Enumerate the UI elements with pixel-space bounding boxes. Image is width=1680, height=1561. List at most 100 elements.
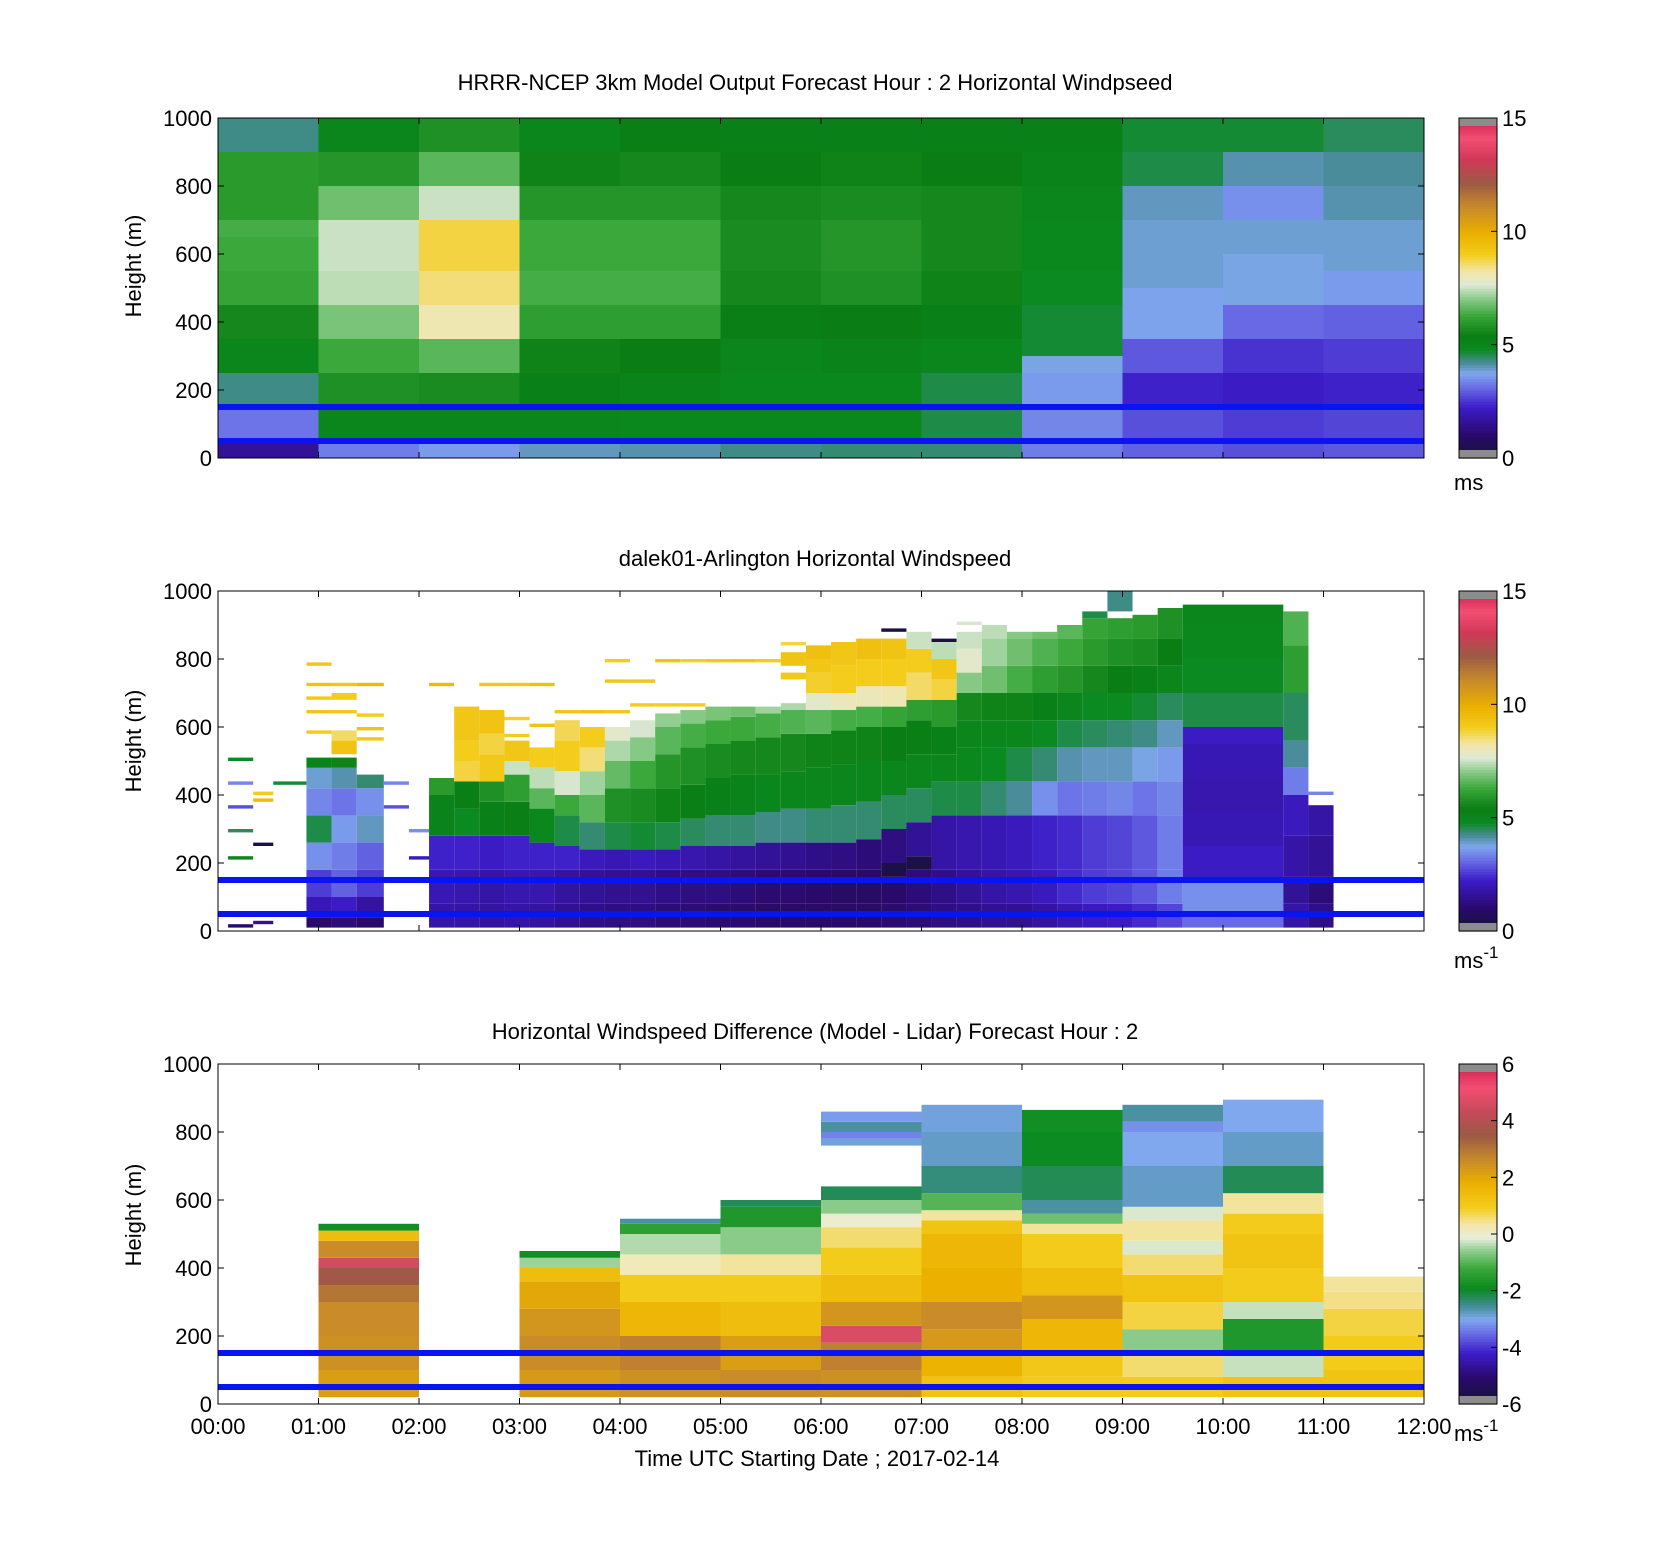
heatmap-cell [1032,815,1058,870]
heatmap-cell [519,1308,620,1336]
heatmap-cell [856,727,882,761]
colorbar-step [1459,1234,1497,1238]
x-tick-label: 05:00 [693,1414,748,1439]
heatmap-cell [831,642,857,666]
colorbar-step [1459,381,1497,385]
heatmap-cell [273,781,307,785]
colorbar-step [1459,290,1497,295]
heatmap-cell [356,815,384,843]
colorbar-step [1459,276,1497,281]
heatmap-cell [906,754,932,789]
colorbar-step [1459,1086,1497,1091]
heatmap-cell [331,788,357,816]
heatmap-cell [419,373,520,407]
colorbar-overflow-cap [1459,118,1497,126]
colorbar-step [1459,375,1497,380]
panel-title: HRRR-NCEP 3km Model Output Forecast Hour… [458,70,1173,95]
colorbar-step [1459,916,1497,921]
colorbar-step [1459,1222,1497,1227]
heatmap-cell [981,665,1007,693]
heatmap-cell [356,682,384,687]
colorbar-step [1459,137,1497,142]
y-tick-label: 600 [175,242,212,267]
colorbar-step [1459,868,1497,873]
heatmap-cell [419,305,520,339]
heatmap-cell [780,642,806,646]
heatmap-cell [1283,693,1309,741]
colorbar-step [1459,792,1497,796]
heatmap-cell [519,220,620,271]
colorbar-step [1459,373,1497,377]
colorbar-step [1459,610,1497,615]
colorbar-step [1459,186,1497,190]
colorbar-step [1459,409,1497,414]
colorbar-step [1459,299,1497,303]
colorbar-step [1459,1290,1497,1295]
heatmap-cell [1022,373,1123,407]
colorbar-step [1459,1302,1497,1306]
colorbar-step [1459,441,1497,445]
heatmap-cell [504,716,530,721]
colorbar-step [1459,1078,1497,1082]
colorbar-step [1459,695,1497,700]
colorbar-step [1459,1163,1497,1167]
colorbar-step [1459,398,1497,402]
colorbar-step [1459,1081,1497,1085]
heatmap-cell [1057,869,1083,904]
heatmap-cell [1107,815,1133,870]
heatmap-cell [630,720,656,738]
colorbar-step [1459,1177,1497,1181]
heatmap-cell [356,737,384,741]
y-tick-label: 600 [175,715,212,740]
heatmap-cell [856,839,882,870]
heatmap-cell [705,659,731,663]
colorbar-step [1459,698,1497,703]
colorbar-step [1459,871,1497,875]
colorbar-step [1459,789,1497,793]
heatmap-cell [1283,767,1309,795]
heatmap-cell [419,152,520,186]
heatmap-cell [228,781,254,785]
colorbar-step [1459,1327,1497,1331]
colorbar-step [1459,1219,1497,1224]
colorbar-step [1459,1132,1497,1136]
heatmap-cell [730,716,756,741]
colorbar-step [1459,863,1497,867]
heatmap-cell [831,805,857,843]
heatmap-cell [318,1230,419,1241]
colorbar-step [1459,693,1497,697]
colorbar-step [1459,333,1497,337]
colorbar-step [1459,1344,1497,1348]
heatmap-cell [1283,645,1309,693]
heatmap-cell [228,757,254,761]
heatmap-cell [604,761,631,789]
heatmap-cell [519,373,620,407]
heatmap-cell [454,808,480,836]
colorbar-step [1459,1392,1497,1397]
heatmap-cell [1082,618,1108,639]
heatmap-cell [1057,815,1083,870]
heatmap-cell [604,740,631,761]
heatmap-cell [705,744,731,778]
colorbar-step [1459,684,1497,688]
colorbar-step [1459,783,1497,788]
colorbar-step [1459,1095,1497,1099]
heatmap-cell [921,1193,1022,1211]
heatmap-cell [821,1227,922,1248]
heatmap-cell [419,220,520,271]
heatmap-cell [780,703,806,710]
y-tick-label: 400 [175,310,212,335]
colorbar-step [1459,1287,1497,1292]
heatmap-cell [1157,608,1183,639]
heatmap-cell [620,1218,721,1224]
heatmap-cell [479,781,505,802]
heatmap-cell [519,1370,620,1398]
colorbar-step [1459,667,1497,671]
heatmap-cell [1223,1353,1324,1377]
x-tick-label: 11:00 [1297,1414,1350,1439]
heatmap-cell [1157,869,1183,904]
heatmap-cell [519,1257,620,1268]
colorbar-step [1459,914,1497,918]
heatmap-cell [529,682,555,687]
heatmap-cell [1022,441,1123,458]
